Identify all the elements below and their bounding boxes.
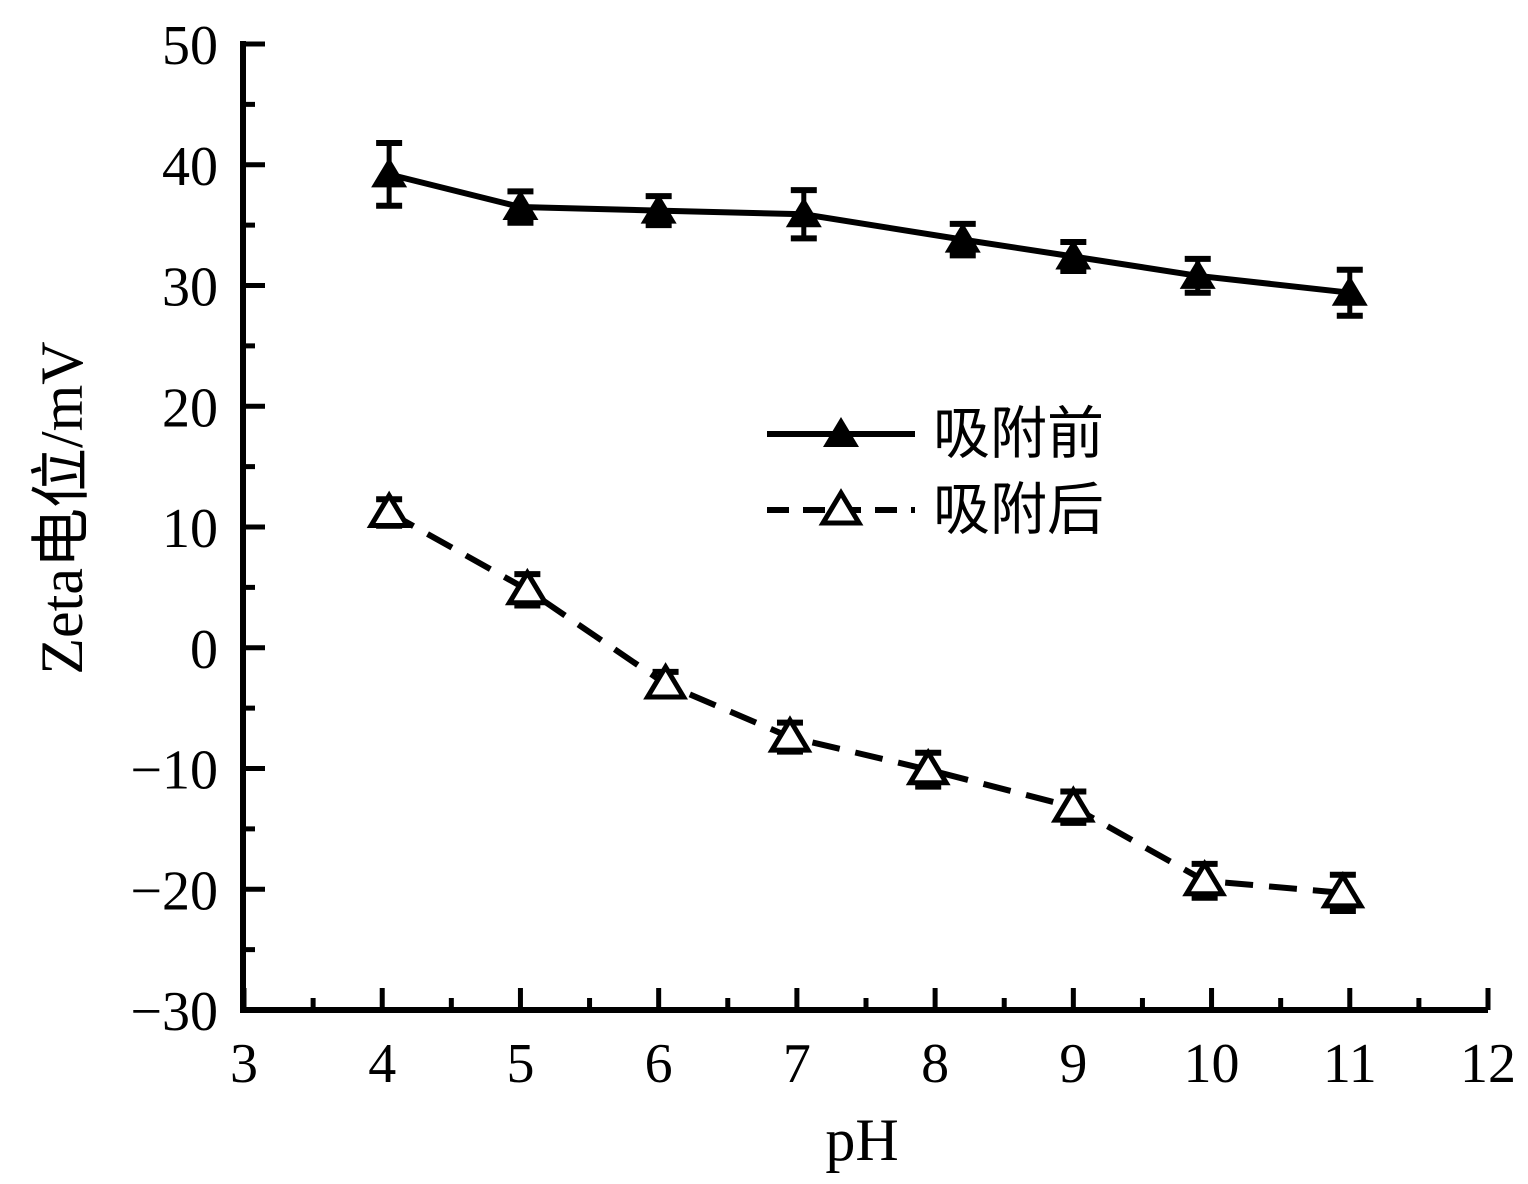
legend: 吸附前 吸附后 xyxy=(765,396,1104,548)
series-marker-0 xyxy=(1331,275,1368,306)
x-tick-label: 8 xyxy=(921,1033,949,1095)
y-tick-label: 20 xyxy=(162,377,218,439)
series-marker-0 xyxy=(1179,258,1216,289)
series-marker-1 xyxy=(1050,785,1096,823)
legend-item-after-adsorption: 吸附后 xyxy=(765,472,1104,548)
series-line-1 xyxy=(387,509,1344,896)
x-tick-label: 12 xyxy=(1460,1033,1516,1095)
legend-item-before-adsorption: 吸附前 xyxy=(765,396,1104,472)
x-tick-label: 6 xyxy=(645,1033,673,1095)
series-marker-1 xyxy=(905,747,951,786)
series-marker-0 xyxy=(371,157,408,188)
series-marker-0 xyxy=(1055,239,1092,270)
y-tick-label: −30 xyxy=(130,981,218,1043)
y-tick-label: 10 xyxy=(162,498,218,560)
legend-marker-sample-1 xyxy=(818,488,864,526)
series-line-0 xyxy=(388,171,1351,296)
legend-label-after-adsorption: 吸附后 xyxy=(933,478,1104,542)
y-tick-label: −20 xyxy=(130,860,218,922)
legend-label-before-adsorption: 吸附前 xyxy=(933,402,1104,466)
series-marker-0 xyxy=(785,197,822,228)
series-marker-1 xyxy=(643,662,688,700)
y-tick-label: 50 xyxy=(162,15,218,77)
y-tick-label: 30 xyxy=(162,257,218,319)
x-tick-label: 4 xyxy=(368,1033,396,1095)
y-axis-title: Zeta电位/mV xyxy=(29,341,95,675)
series-marker-1 xyxy=(1182,858,1228,897)
x-tick-label: 9 xyxy=(1059,1033,1087,1095)
x-tick-label: 11 xyxy=(1323,1033,1377,1095)
y-tick-label: 40 xyxy=(162,136,218,198)
x-tick-label: 3 xyxy=(230,1033,258,1095)
series-marker-0 xyxy=(640,193,677,224)
series-marker-1 xyxy=(1320,871,1366,909)
legend-sample-solid-filled-triangle-icon xyxy=(767,417,915,447)
series-marker-0 xyxy=(502,190,539,221)
legend-sample-dashed-open-triangle-icon xyxy=(767,488,915,526)
legend-marker-sample-0 xyxy=(823,417,859,447)
y-tick-label: −10 xyxy=(130,740,218,802)
x-axis-title: pH xyxy=(825,1107,899,1173)
series-marker-1 xyxy=(366,490,412,529)
x-tick-label: 5 xyxy=(506,1033,534,1095)
series-marker-1 xyxy=(504,567,550,606)
x-tick-label: 10 xyxy=(1184,1033,1240,1095)
y-tick-label: 0 xyxy=(190,619,218,681)
series-marker-1 xyxy=(767,715,813,753)
series-marker-0 xyxy=(944,222,981,253)
x-tick-label: 7 xyxy=(783,1033,811,1095)
